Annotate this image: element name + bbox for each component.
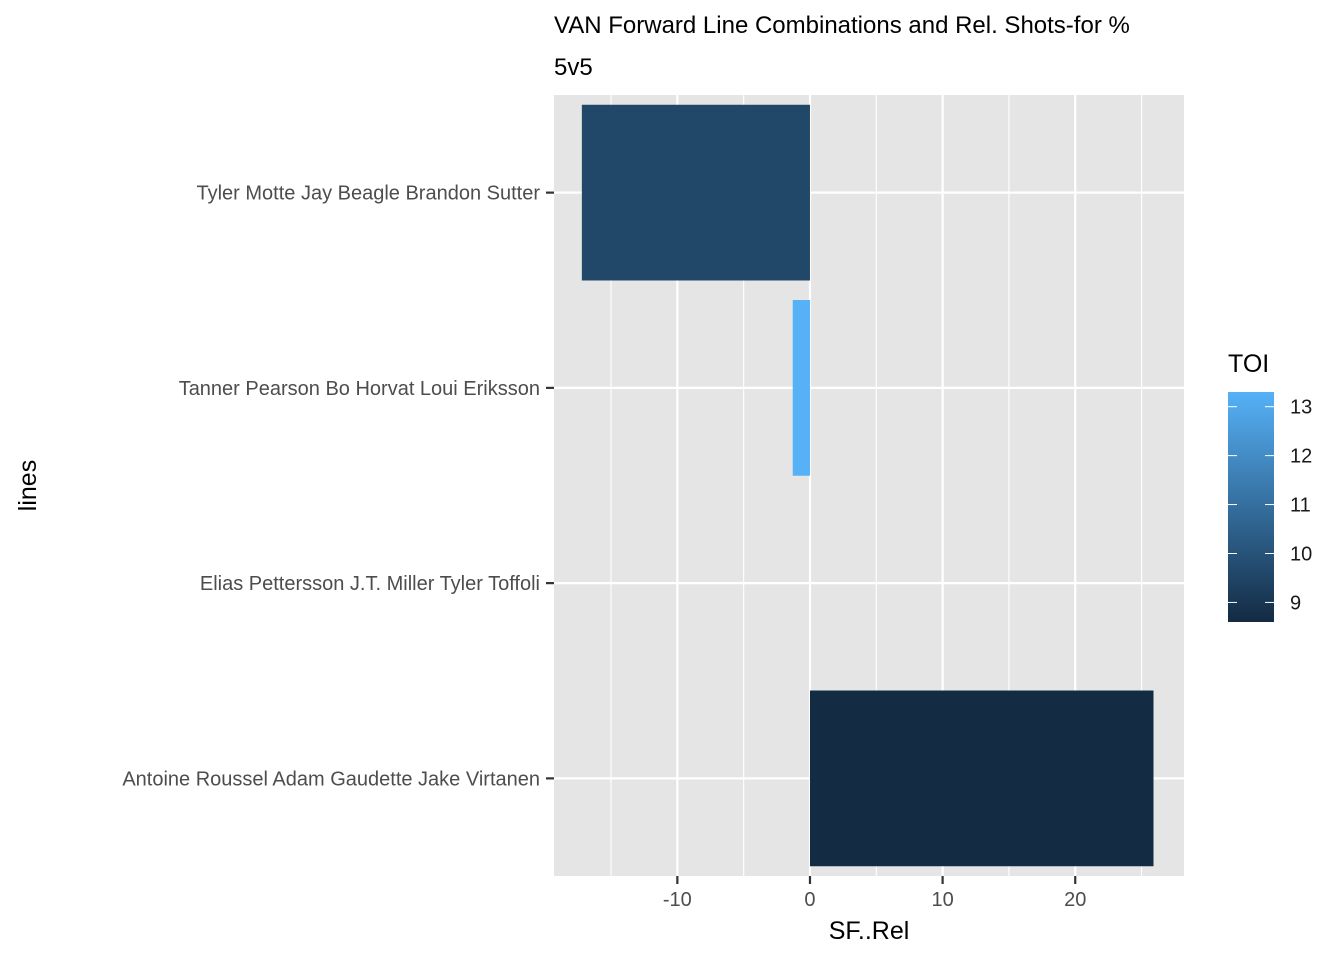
x-tick-label: -10	[663, 889, 692, 911]
legend-label: 9	[1290, 592, 1301, 614]
x-tick-label: 10	[931, 889, 953, 911]
y-axis: Tyler Motte Jay Beagle Brandon Sutter Tan…	[122, 183, 554, 790]
x-tick-label: 0	[804, 889, 815, 911]
legend-label: 12	[1290, 446, 1312, 468]
legend-title: TOI	[1228, 350, 1269, 378]
x-axis-title: SF..Rel	[829, 917, 910, 945]
legend-label: 13	[1290, 397, 1312, 419]
legend: TOI 9 10 11 12 13	[1228, 350, 1312, 622]
bars	[581, 104, 1154, 867]
y-tick-label: Antoine Roussel Adam Gaudette Jake Virta…	[122, 768, 540, 790]
y-tick-label: Elias Pettersson J.T. Miller Tyler Toffo…	[200, 573, 540, 595]
y-axis-title: lines	[14, 460, 42, 511]
x-tick-label: 20	[1064, 889, 1086, 911]
chart-title: VAN Forward Line Combinations and Rel. S…	[554, 12, 1130, 39]
bar-tyler-motte-jay-beagle-brandon-sutter	[581, 104, 810, 281]
legend-colorbar	[1228, 392, 1274, 622]
chart-subtitle: 5v5	[554, 54, 593, 81]
bar-antoine-roussel-adam-gaudette-jake-virtanen	[809, 690, 1154, 867]
y-tick-label: Tanner Pearson Bo Horvat Loui Eriksson	[179, 378, 540, 400]
legend-label: 11	[1290, 495, 1311, 517]
y-tick-label: Tyler Motte Jay Beagle Brandon Sutter	[196, 183, 540, 205]
legend-label: 10	[1290, 543, 1312, 565]
x-axis: -10 0 10 20	[663, 876, 1086, 911]
bar-tanner-pearson-bo-horvat-loui-eriksson	[792, 300, 810, 476]
